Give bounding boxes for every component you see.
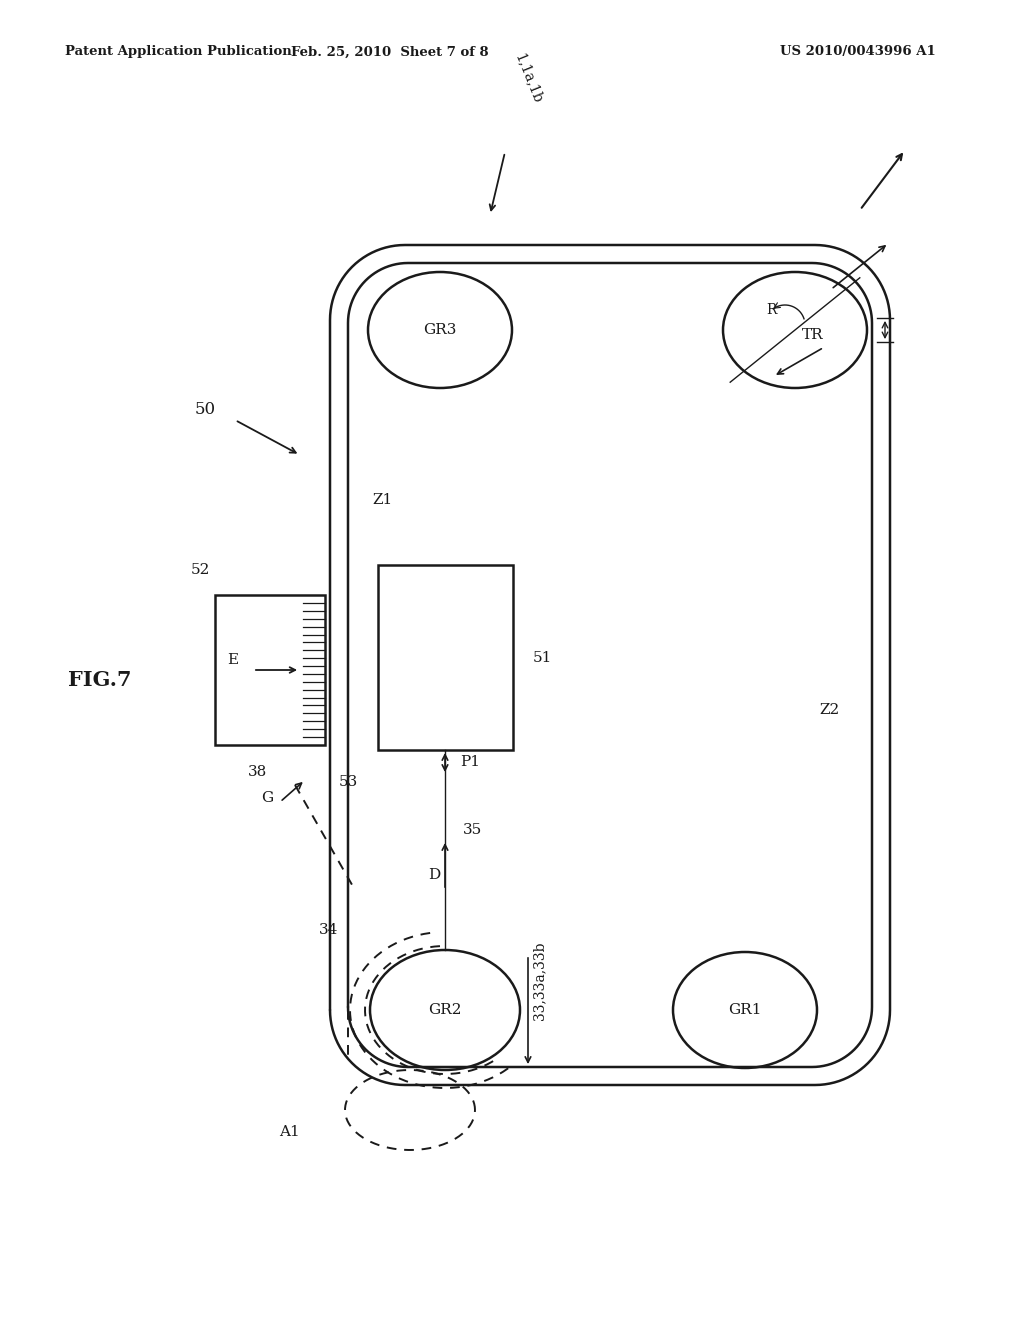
Text: 1,1a,1b: 1,1a,1b xyxy=(512,51,545,106)
Text: 53: 53 xyxy=(339,775,358,789)
Text: Z2: Z2 xyxy=(820,704,840,717)
Text: Feb. 25, 2010  Sheet 7 of 8: Feb. 25, 2010 Sheet 7 of 8 xyxy=(291,45,488,58)
Bar xyxy=(215,595,325,744)
Text: A1: A1 xyxy=(280,1125,300,1139)
Text: E: E xyxy=(227,653,239,667)
Text: GR3: GR3 xyxy=(423,323,457,337)
Bar xyxy=(378,565,513,750)
Text: GR1: GR1 xyxy=(728,1003,762,1016)
Text: FIG.7: FIG.7 xyxy=(68,671,131,690)
Text: 33,33a,33b: 33,33a,33b xyxy=(532,942,546,1020)
Text: P1: P1 xyxy=(460,755,480,770)
Text: 51: 51 xyxy=(534,651,552,664)
Text: US 2010/0043996 A1: US 2010/0043996 A1 xyxy=(780,45,936,58)
Text: 34: 34 xyxy=(318,923,338,937)
Text: 35: 35 xyxy=(463,822,482,837)
Text: Z1: Z1 xyxy=(372,492,392,507)
Text: D: D xyxy=(428,869,440,882)
Text: TR: TR xyxy=(802,327,824,342)
Text: Patent Application Publication: Patent Application Publication xyxy=(65,45,292,58)
Text: 38: 38 xyxy=(248,766,267,779)
Text: GR2: GR2 xyxy=(428,1003,462,1016)
Text: 50: 50 xyxy=(195,401,216,418)
Text: R: R xyxy=(767,304,777,317)
Text: 52: 52 xyxy=(190,564,210,577)
Text: G: G xyxy=(261,791,273,805)
